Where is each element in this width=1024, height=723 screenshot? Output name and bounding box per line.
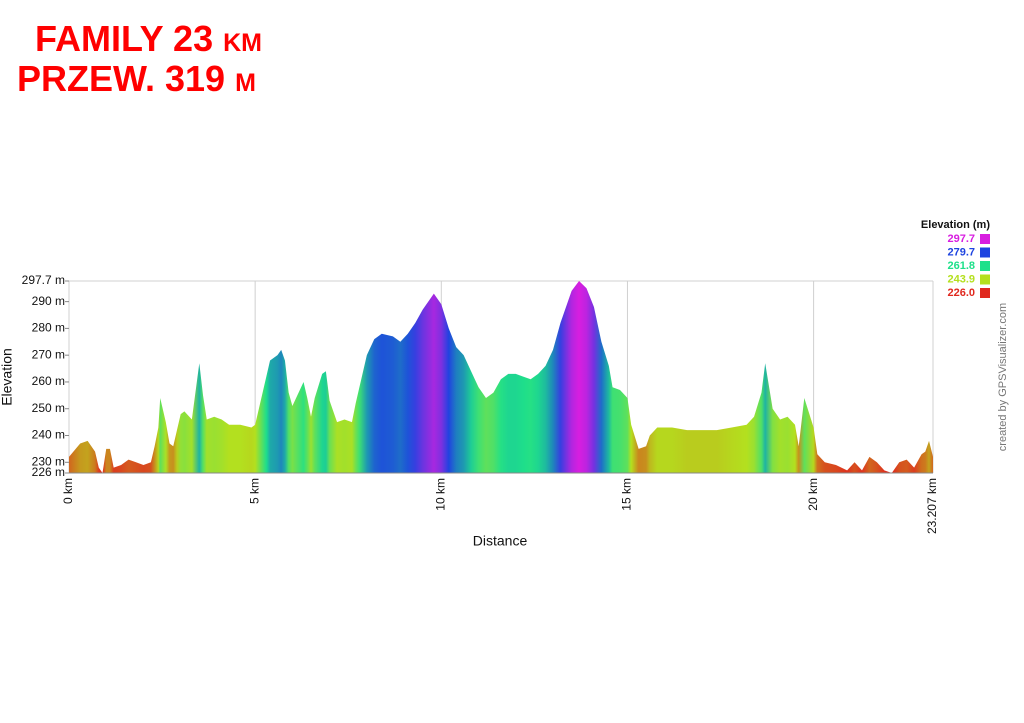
legend-label: 279.7: [947, 246, 975, 258]
y-tick-label: 240 m: [32, 428, 65, 442]
y-tick-label: 260 m: [32, 374, 65, 388]
x-tick-label: 23.207 km: [925, 478, 939, 534]
y-tick-label: 297.7 m: [22, 273, 65, 287]
credit: created by GPSVisualizer.com: [997, 303, 1009, 451]
x-tick-label: 10 km: [433, 478, 447, 511]
legend-label: 261.8: [947, 260, 975, 272]
y-tick-label: 226 m: [32, 465, 65, 479]
title-line: FAMILY 23 km: [35, 18, 262, 59]
x-tick-label: 15 km: [620, 478, 634, 511]
legend-swatch: [980, 274, 990, 285]
y-tick-label: 280 m: [32, 321, 65, 335]
legend-swatch: [980, 234, 990, 244]
x-axis-label: Distance: [473, 533, 528, 549]
legend-swatch: [980, 288, 990, 298]
x-tick-label: 20 km: [806, 478, 820, 511]
y-tick-label: 230 m: [32, 454, 65, 468]
elevation-area: [69, 281, 933, 473]
legend-label: 297.7: [947, 233, 975, 245]
y-tick-label: 290 m: [32, 294, 65, 308]
legend-swatch: [980, 247, 990, 258]
legend-swatch: [980, 261, 990, 271]
y-tick-label: 270 m: [32, 347, 65, 361]
x-tick-label: 0 km: [61, 478, 75, 504]
x-tick-label: 5 km: [247, 478, 261, 504]
title-line: PRZEW. 319 m: [17, 58, 256, 99]
legend-label: 226.0: [947, 287, 975, 299]
y-axis-label: Elevation: [0, 348, 15, 406]
y-tick-label: 250 m: [32, 401, 65, 415]
legend-title: Elevation (m): [921, 219, 990, 231]
legend-label: 243.9: [947, 273, 975, 285]
